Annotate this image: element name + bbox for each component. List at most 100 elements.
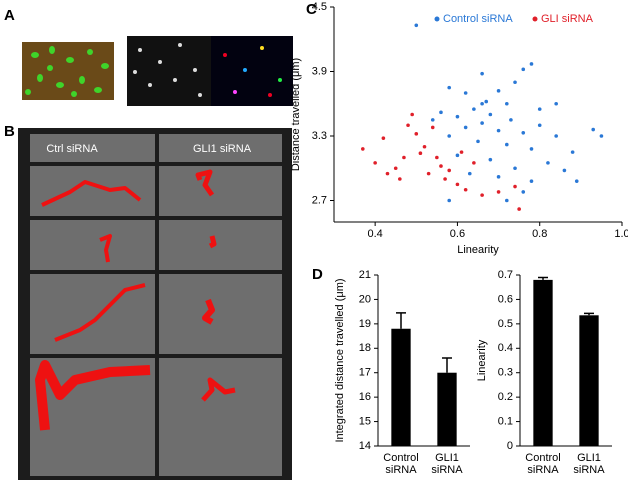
scatter-point [459, 150, 464, 154]
y-axis-label: Linearity [476, 339, 488, 381]
bar [391, 328, 411, 446]
legend-label: GLI siRNA [541, 13, 594, 25]
scatter-point [562, 168, 567, 173]
y-tick-label: 0.2 [498, 391, 513, 403]
scatter-point [467, 171, 472, 176]
scatter-point [480, 101, 484, 106]
scatter-point [521, 67, 526, 72]
scatter-point [505, 101, 509, 106]
y-axis-label: Integrated distance travelled (μm) [334, 278, 346, 442]
scatter-point [505, 198, 509, 203]
scatter-point [496, 175, 501, 179]
cell-tracks [35, 169, 236, 431]
scatter-point [463, 125, 468, 130]
scatter-point [521, 190, 526, 194]
error-bar [538, 276, 548, 280]
x-axis-label: Linearity [457, 244, 499, 256]
tracking-image [211, 36, 293, 106]
y-tick-label: 4.5 [312, 1, 327, 13]
error-bar [584, 312, 594, 316]
y-tick-label: 21 [359, 269, 371, 281]
scatter-point [430, 125, 435, 130]
x-tick-label: 0.6 [450, 228, 465, 240]
y-tick-label: 17 [359, 367, 371, 379]
legend-label: Control siRNA [443, 13, 513, 25]
scatter-point [422, 144, 427, 149]
x-tick-label: Control siRNA [525, 452, 561, 476]
scatter-point [554, 101, 558, 106]
scatter-point [455, 114, 460, 119]
scatter-point [439, 110, 443, 115]
grid-dividers [30, 134, 282, 476]
scatter-point [521, 130, 526, 135]
scatter-point [414, 132, 419, 136]
scatter-point [361, 147, 365, 151]
scatter-point [496, 128, 501, 133]
legend-marker [434, 16, 440, 22]
scatter-point [455, 153, 460, 158]
scatter-point [599, 134, 604, 138]
error-bar [442, 357, 452, 373]
cell-nuclei [25, 46, 109, 97]
scatter-point [443, 177, 447, 181]
scatter-point [402, 155, 406, 160]
scatter-point [570, 150, 575, 154]
scatter-point [529, 147, 534, 151]
scatter-point [447, 134, 452, 138]
panel-label: A [4, 7, 15, 24]
panel-label: D [312, 266, 323, 283]
scatter-point [529, 62, 534, 66]
scatter-point [410, 112, 414, 117]
scatter-point [455, 182, 460, 187]
scatter-point [476, 139, 480, 144]
y-tick-label: 0.7 [498, 269, 513, 281]
scatter-point [480, 121, 484, 125]
scatter-point [574, 179, 579, 183]
column-header: Ctrl siRNA [46, 143, 98, 155]
scatter-point [447, 198, 452, 203]
panel-label: B [4, 123, 15, 140]
x-tick-label: GLI1 siRNA [431, 452, 463, 476]
scatter-point [591, 127, 595, 132]
scatter-point [385, 171, 390, 176]
y-tick-label: 15 [359, 415, 371, 427]
legend-marker [532, 16, 538, 22]
y-tick-label: 0.5 [498, 318, 513, 330]
scatter-point [537, 107, 542, 111]
y-tick-label: 0.1 [498, 415, 513, 427]
scatter-point [480, 193, 484, 197]
scatter-point [505, 142, 509, 147]
gray-nuclei [133, 43, 202, 97]
x-tick-label: 0.8 [532, 228, 547, 240]
scatter-point [430, 118, 435, 122]
scatter-point [463, 187, 468, 192]
scatter-point [426, 171, 431, 176]
y-tick-label: 2.7 [312, 194, 327, 206]
scatter-point [472, 107, 476, 111]
scatter-point [398, 177, 402, 181]
scatter-point [554, 134, 558, 138]
y-tick-label: 3.3 [312, 130, 327, 142]
scatter-point [447, 85, 452, 90]
bar [533, 279, 553, 446]
scatter-point [439, 164, 443, 168]
scatter-point [529, 179, 534, 183]
scatter-point [472, 161, 476, 165]
scatter-point [513, 184, 517, 189]
scatter-point [418, 151, 423, 155]
scatter-point [488, 112, 493, 117]
error-bar [396, 312, 406, 329]
y-tick-label: 0.3 [498, 367, 513, 379]
scatter-point [546, 161, 550, 165]
x-tick-label: Control siRNA [383, 452, 419, 476]
y-tick-label: 0 [507, 440, 513, 452]
scatter-point [484, 99, 489, 104]
scatter-point [496, 89, 501, 93]
y-tick-label: 16 [359, 391, 371, 403]
colored-tracks [223, 46, 282, 97]
grayscale-image [127, 36, 211, 106]
y-tick-label: 0.4 [498, 342, 513, 354]
scatter-point [513, 80, 517, 85]
bar [579, 315, 599, 446]
